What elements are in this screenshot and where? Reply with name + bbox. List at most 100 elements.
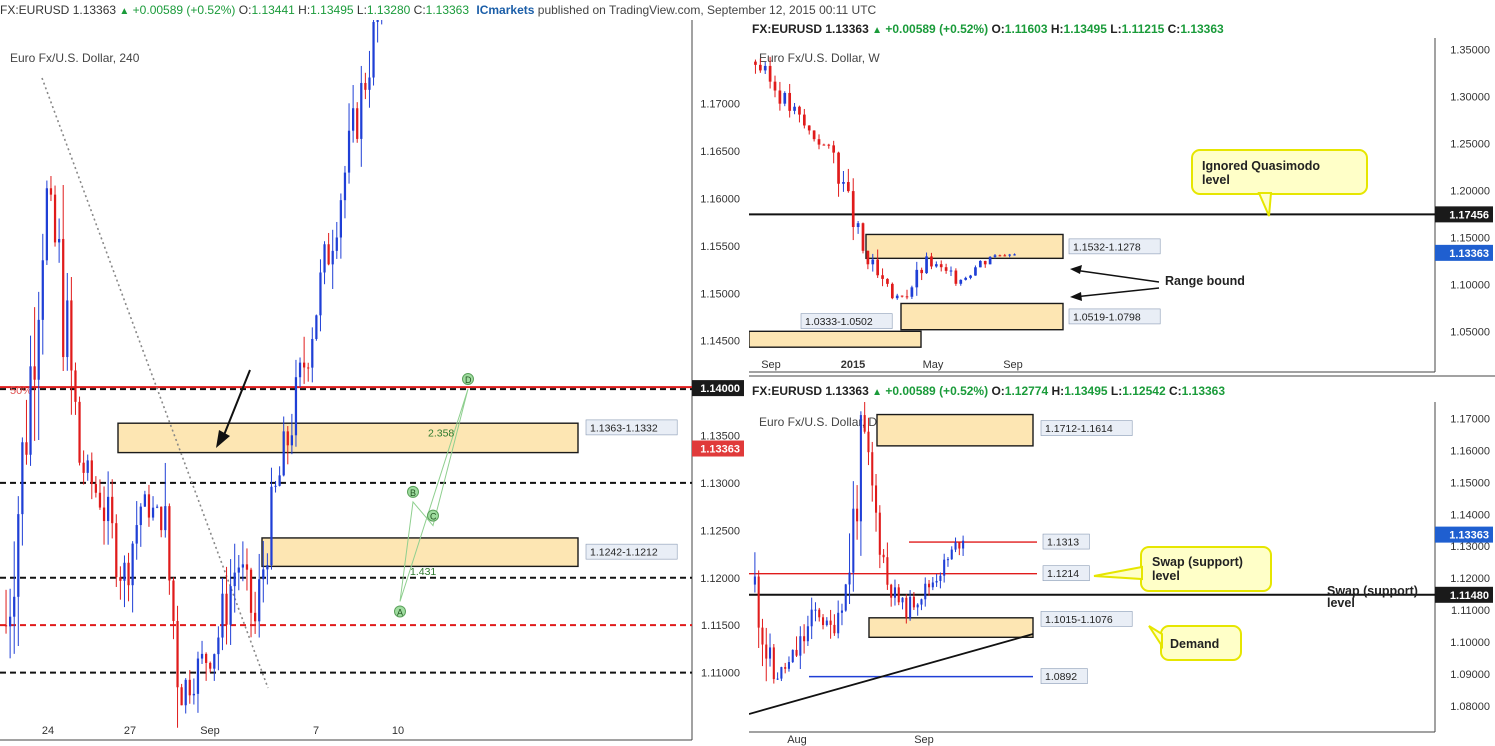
h4-candle-body [360,82,363,139]
weekly-x-tick: 2015 [841,359,865,371]
h4-chart[interactable]: Euro Fx/U.S. Dollar, 240 1.17000 1.16500 1.… [0,20,745,746]
h4-harmonic-point [427,509,439,522]
h4-chart-panel[interactable]: Euro Fx/U.S. Dollar, 240 1.17000 1.16500 1.… [0,20,745,746]
daily-swap2-line2: level [1327,596,1355,610]
weekly-candle-body [881,275,884,279]
weekly-callout-pointer [1257,192,1273,217]
daily-candle-body [840,610,844,613]
h4-candle-body [282,431,285,476]
h4-x-tick: 27 [124,725,136,737]
daily-y-tick: 1.10000 [1450,637,1490,649]
h4-y-tick: 1.16000 [700,193,740,205]
weekly-candle-body [822,144,826,146]
daily-candle-body [856,508,859,522]
h4-candle-body [364,82,367,90]
weekly-open: 1.11603 [1004,22,1048,36]
daily-zone-tag [1040,611,1133,627]
weekly-zone-tag [1068,308,1161,325]
h4-candle-body [237,567,240,573]
h4-y-tick: 1.11000 [701,668,740,680]
daily-candle-body [784,667,787,669]
h4-candle-body [192,693,195,696]
h4-zone-tag-label: 1.1242-1.1212 [590,547,658,559]
daily-candle-body [927,583,931,588]
weekly-candle-body [861,223,865,251]
h4-candle-body [270,486,273,566]
h4-candle-body [41,260,44,320]
weekly-candle-body [964,277,968,280]
daily-callout-pointer [1093,565,1143,581]
h4-arrow-head-icon [216,430,230,448]
weekly-x-tick: Sep [761,359,781,371]
h4-candle-body [335,237,338,251]
weekly-candle-body [802,114,806,126]
weekly-price-tag-label: 1.17456 [1449,209,1489,221]
h4-candle-body [229,586,232,625]
h4-zone [117,422,579,454]
h4-candle-body [168,506,171,581]
weekly-arrow-icon [1073,287,1160,298]
h4-candle-body [147,494,151,518]
weekly-candle-body [783,92,787,104]
weekly-arrow-head-icon [1070,265,1082,274]
h4-candle-body [90,460,93,485]
weekly-chart[interactable]: Euro Fx/U.S. Dollar, W 1.35000 1.30000 1.25… [749,20,1495,377]
daily-open: 1.12774 [1004,384,1049,398]
daily-chart[interactable]: Euro Fx/U.S. Dollar, D 1.17000 1.16000 1.15… [749,402,1495,746]
weekly-zone-tag [800,313,893,329]
h4-candle-body [176,620,179,688]
daily-price-tag [1435,526,1493,543]
h4-candle-body [184,679,187,706]
daily-candle-body [761,627,764,645]
h4-candle-body [17,514,20,597]
daily-candle-body [757,576,760,628]
weekly-candle-body [993,255,997,257]
h4-candle-body [221,593,224,638]
daily-callout-line2: level [1152,569,1180,583]
daily-y-tick: 1.14000 [1450,509,1490,521]
weekly-y-tick: 1.10000 [1450,279,1490,291]
weekly-chart-panel[interactable]: Euro Fx/U.S. Dollar, W 1.35000 1.30000 1.25… [749,20,1495,377]
weekly-candle-body [758,64,762,71]
weekly-title: Euro Fx/U.S. Dollar, W [759,51,880,65]
h4-candle-body [315,315,318,339]
h4-arrow-icon [221,369,251,441]
daily-candle-body [825,620,828,626]
weekly-candle-body [930,256,933,267]
daily-chart-panel[interactable]: Euro Fx/U.S. Dollar, D 1.17000 1.16000 1.15… [749,402,1495,746]
daily-candle-body [863,415,866,432]
daily-candle-body [765,644,768,659]
weekly-candle-body [949,270,953,272]
daily-zone-tag [1040,420,1133,436]
low-value: 1.13280 [366,3,411,17]
weekly-callout-line2: level [1202,173,1230,187]
weekly-candle-body [793,106,796,111]
daily-price: 1.13363 [825,384,869,398]
daily-candle-body [886,557,889,585]
h4-candle-body [119,577,122,581]
h4-candle-body [225,593,228,625]
weekly-candle-body [944,267,948,271]
daily-candle-body [890,584,893,598]
weekly-candle-body [910,287,914,297]
weekly-zone [749,330,922,348]
h4-candle-body [196,658,200,694]
weekly-candle-body [842,182,845,184]
h4-harmonic-point [407,485,419,498]
h4-y-tick: 1.13000 [700,478,740,490]
h4-candle-body [241,564,244,568]
daily-header: FX:EURUSD 1.13363 ▲ +0.00589 (+0.52%) O:… [752,384,1226,398]
weekly-candle-body [978,260,982,268]
daily-candle-body [821,617,825,626]
weekly-candle-body [988,256,992,265]
h4-zone-tag [585,543,678,560]
daily-y-tick: 1.11000 [1451,605,1490,617]
h4-harmonic-point-label: D [465,375,472,385]
h4-candle-body [82,462,85,473]
daily-zone-tag-label: 1.1313 [1047,537,1079,549]
daily-candle-body [874,485,878,513]
daily-candle-body [814,609,817,611]
h4-candle-body [274,485,277,487]
h4-candle-body [29,366,32,455]
brand-link[interactable]: ICmarkets [476,3,535,17]
